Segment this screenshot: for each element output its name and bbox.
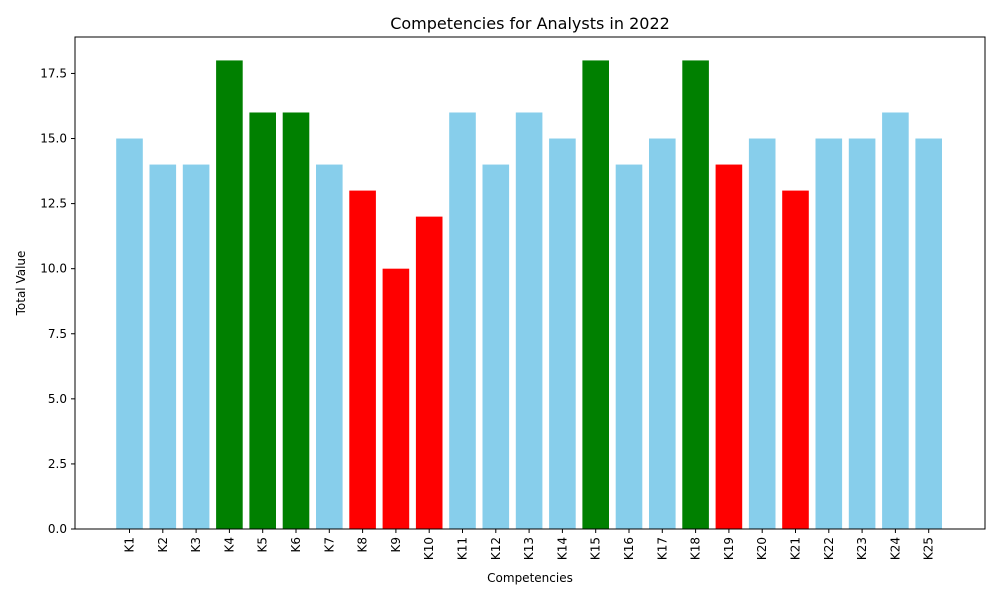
bar-k6 <box>282 112 310 530</box>
y-tick-label: 12.5 <box>40 197 67 211</box>
bar-k20 <box>748 138 776 529</box>
x-tick-label: K25 <box>922 537 936 560</box>
x-tick-label: K15 <box>589 537 603 560</box>
x-tick-label: K22 <box>822 537 836 560</box>
x-tick-label: K24 <box>888 537 902 560</box>
bar-k9 <box>382 268 410 529</box>
chart-title: Competencies for Analysts in 2022 <box>390 14 670 33</box>
x-tick-label: K18 <box>689 537 703 560</box>
bar-k7 <box>316 164 343 529</box>
x-tick-label: K4 <box>222 537 236 553</box>
y-tick-label: 15.0 <box>40 132 67 146</box>
bar-k12 <box>482 164 510 529</box>
bar-k21 <box>782 190 809 529</box>
x-tick-label: K8 <box>356 537 370 553</box>
bar-k25 <box>915 138 942 529</box>
bar-k11 <box>449 112 476 530</box>
x-tick-label: K6 <box>289 537 303 553</box>
x-tick-label: K11 <box>456 537 470 560</box>
y-tick-label: 0.0 <box>48 522 67 536</box>
y-tick-label: 7.5 <box>48 327 67 341</box>
bar-k22 <box>815 138 843 529</box>
bar-k5 <box>249 112 276 530</box>
plot-area <box>116 60 942 530</box>
x-tick-label: K17 <box>655 537 669 560</box>
bar-k3 <box>182 164 210 529</box>
x-tick-label: K7 <box>322 537 336 553</box>
x-axis-label: Competencies <box>487 571 573 585</box>
x-tick-label: K2 <box>156 537 170 553</box>
x-axis-ticks: K1 K2 K3 K4 K5 K6 K7 K8 K9 K10 K11 K12 K13 K14 K15 K16 K… <box>123 529 936 560</box>
y-tick-label: 2.5 <box>48 457 67 471</box>
bar-k16 <box>615 164 643 529</box>
y-tick-label: 10.0 <box>40 262 67 276</box>
bar-k4 <box>216 60 243 530</box>
bar-k10 <box>415 216 443 529</box>
x-tick-label: K14 <box>555 537 569 560</box>
y-axis-ticks: 0.0 2.5 5.0 7.5 10.0 12.5 15.0 17.5 <box>40 66 75 536</box>
x-tick-label: K5 <box>256 537 270 553</box>
bar-k18 <box>682 60 709 530</box>
x-tick-label: K9 <box>389 537 403 553</box>
bar-k17 <box>649 138 676 529</box>
bar-k19 <box>715 164 743 529</box>
bar-k23 <box>848 138 876 529</box>
bar-k2 <box>149 164 177 529</box>
x-tick-label: K16 <box>622 537 636 560</box>
x-tick-label: K1 <box>123 537 137 553</box>
axes-frame <box>74 36 986 530</box>
bar-k13 <box>515 112 543 530</box>
y-axis-label: Total Value <box>14 251 28 317</box>
bar-k1 <box>116 138 143 529</box>
y-tick-label: 17.5 <box>40 66 67 80</box>
x-tick-label: K23 <box>855 537 869 560</box>
x-tick-label: K13 <box>522 537 536 560</box>
y-tick-label: 5.0 <box>48 392 67 406</box>
x-tick-label: K20 <box>755 537 769 560</box>
x-tick-label: K3 <box>189 537 203 553</box>
bar-k14 <box>549 138 576 529</box>
bar-k24 <box>882 112 909 530</box>
x-tick-label: K12 <box>489 537 503 560</box>
x-tick-label: K21 <box>789 537 803 560</box>
x-tick-label: K10 <box>422 537 436 560</box>
bar-k15 <box>582 60 609 530</box>
bar-k8 <box>349 190 376 529</box>
x-tick-label: K19 <box>722 537 736 560</box>
